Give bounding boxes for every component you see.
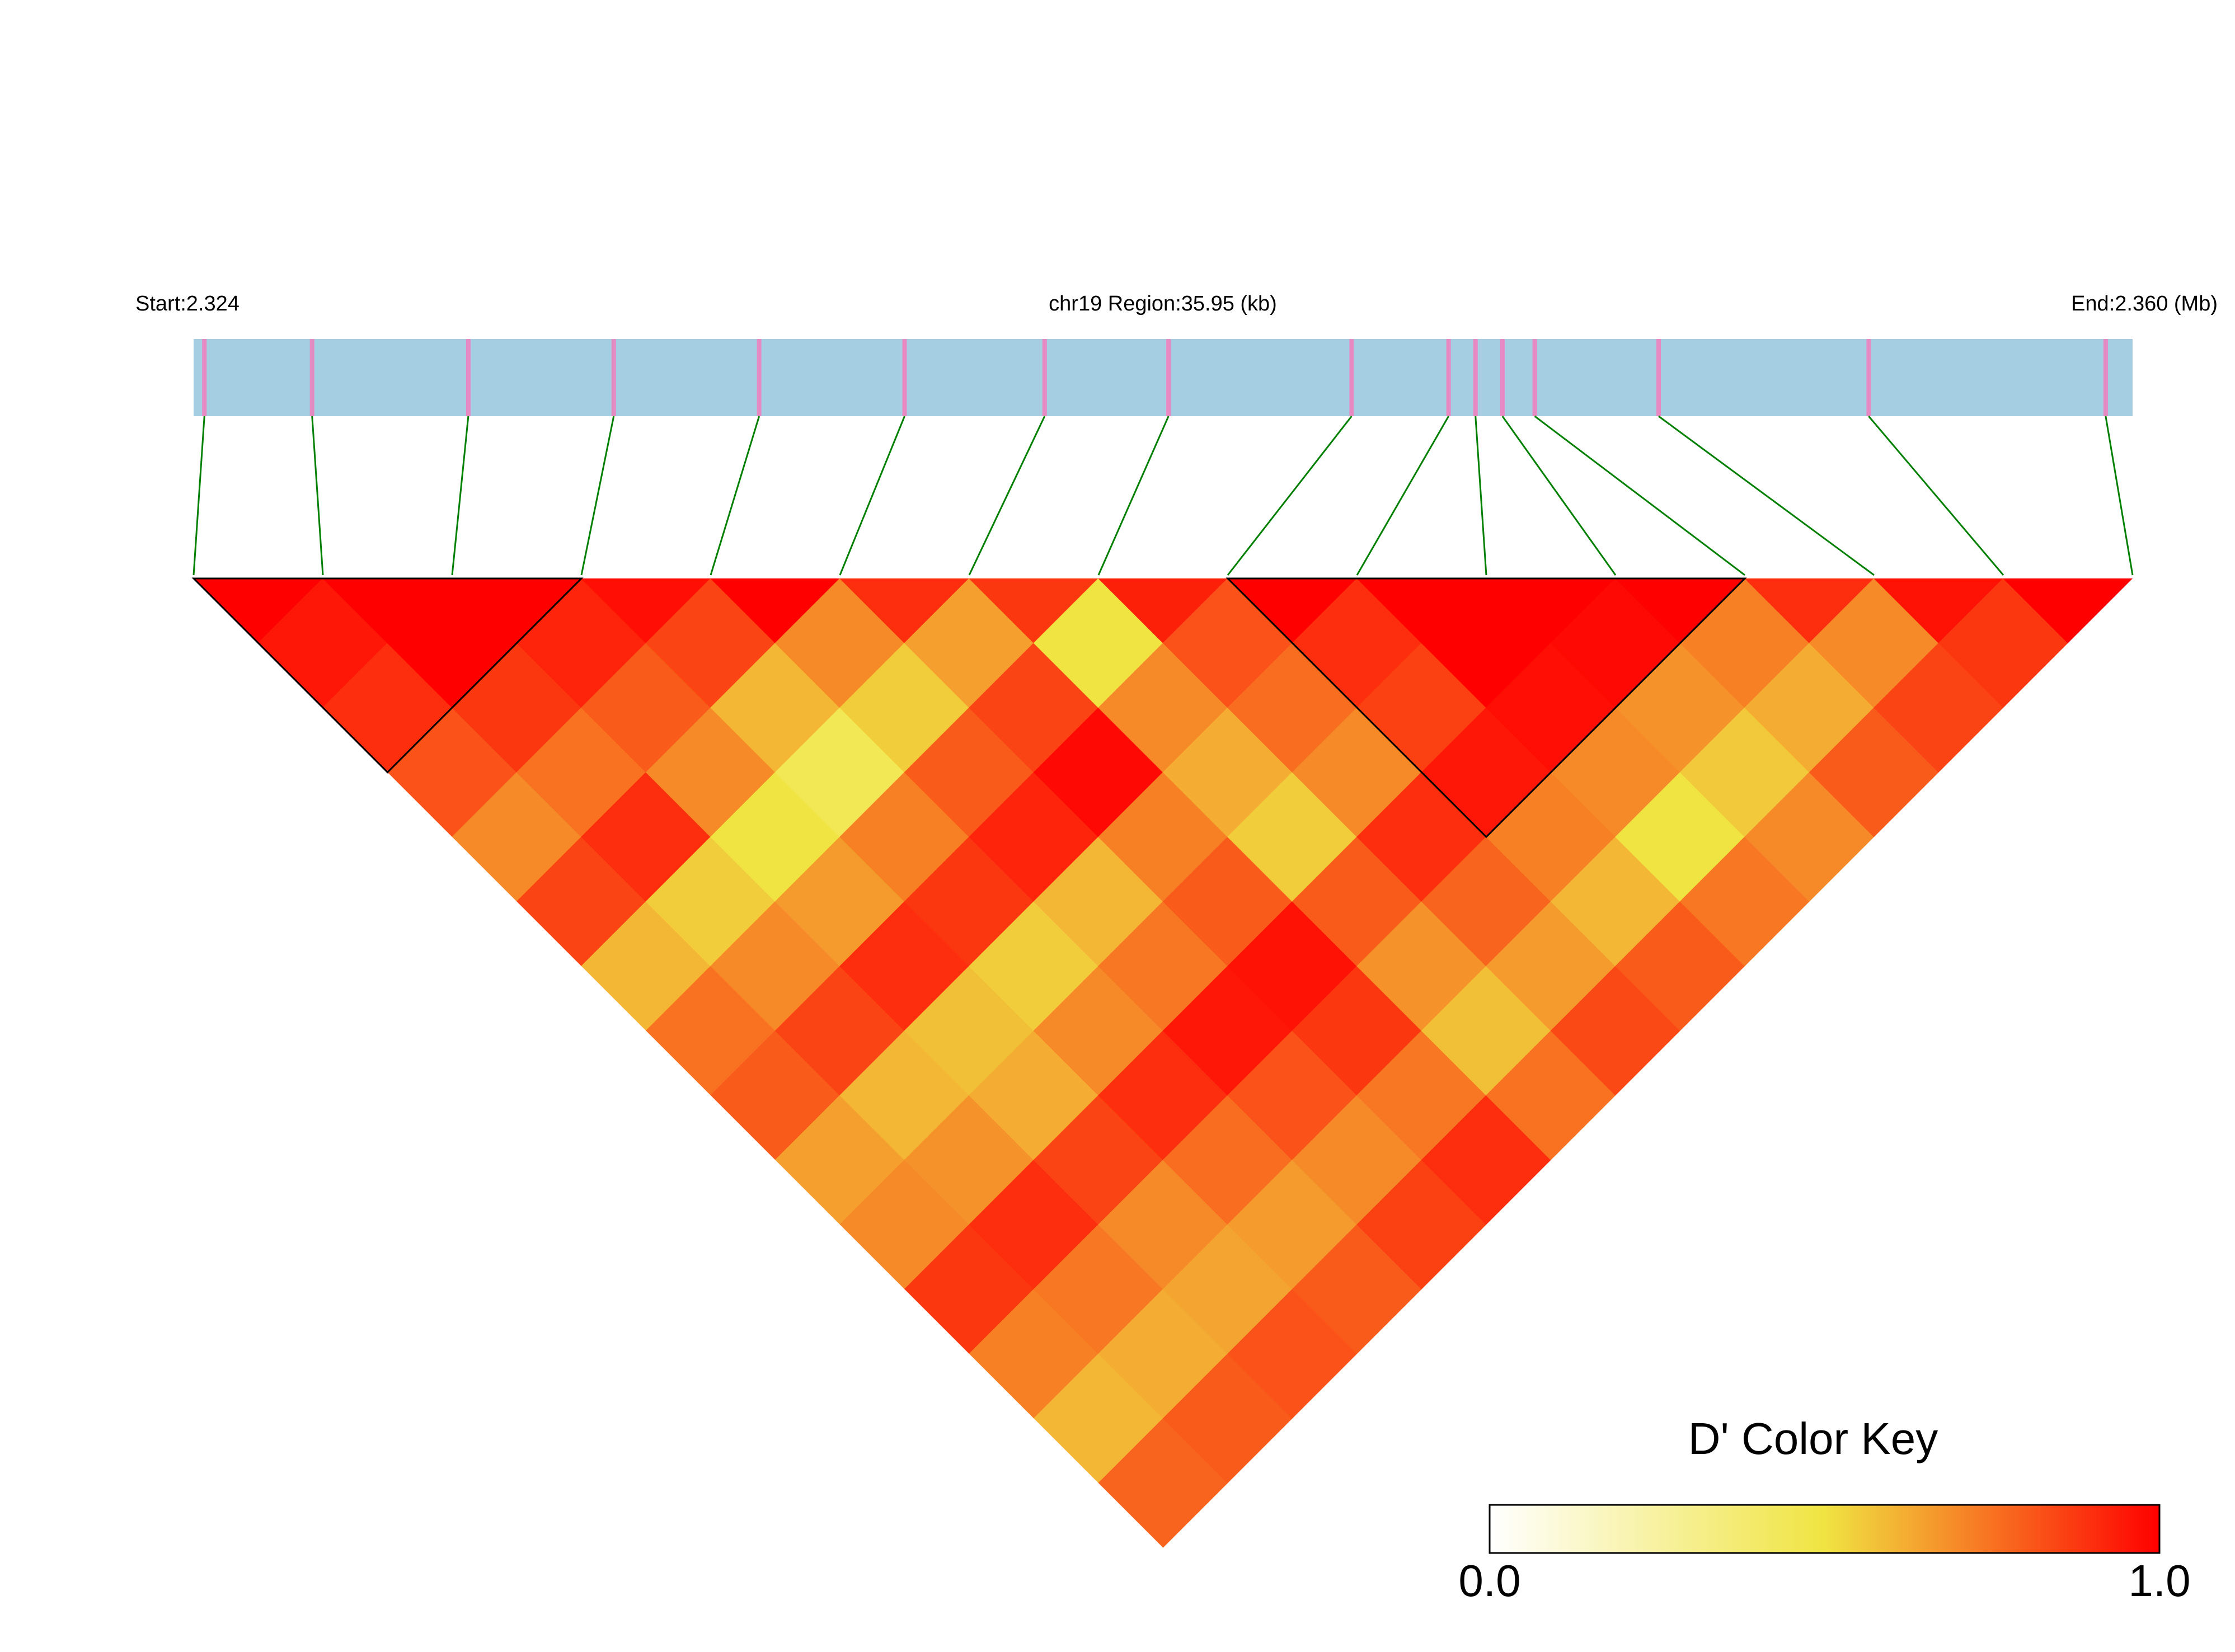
snp-connector bbox=[451, 416, 469, 576]
snp-track bbox=[194, 339, 2133, 416]
snp-marker bbox=[1349, 339, 1354, 416]
snp-marker bbox=[1866, 339, 1871, 416]
color-key bbox=[1489, 1504, 2161, 1554]
snp-connector bbox=[968, 416, 1046, 576]
start-label: Start:2.324 bbox=[135, 292, 240, 316]
ld-cell bbox=[2003, 578, 2133, 644]
snp-marker bbox=[1042, 339, 1047, 416]
snp-marker bbox=[202, 339, 207, 416]
snp-connector bbox=[192, 416, 205, 576]
key-tick-label: 0.0 bbox=[1458, 1556, 1520, 1606]
region-label: chr19 Region:35.95 (kb) bbox=[1049, 292, 1277, 316]
snp-connector bbox=[1868, 416, 2004, 576]
snp-marker bbox=[466, 339, 471, 416]
snp-connector bbox=[580, 416, 615, 576]
snp-marker bbox=[309, 339, 314, 416]
key-tick-label: 1.0 bbox=[2128, 1556, 2190, 1606]
snp-marker bbox=[611, 339, 616, 416]
snp-marker bbox=[2103, 339, 2108, 416]
snp-connector bbox=[839, 416, 905, 576]
snp-connector bbox=[311, 416, 324, 576]
end-label: End:2.360 (Mb) bbox=[2071, 292, 2218, 316]
snp-connector bbox=[1356, 416, 1449, 576]
haplotype-block bbox=[1226, 577, 1747, 839]
snp-connector bbox=[710, 416, 760, 576]
snp-marker bbox=[1500, 339, 1505, 416]
snp-connector bbox=[1227, 416, 1353, 576]
snp-connector bbox=[1658, 415, 1875, 576]
snp-connector bbox=[2105, 416, 2134, 576]
snp-connector bbox=[1097, 416, 1170, 576]
snp-connector bbox=[1475, 416, 1487, 576]
haplotype-block bbox=[191, 577, 584, 774]
legend-title: D' Color Key bbox=[1688, 1414, 1938, 1463]
snp-marker bbox=[1473, 339, 1478, 416]
snp-marker bbox=[757, 339, 762, 416]
snp-connector bbox=[1534, 415, 1745, 576]
snp-marker bbox=[1166, 339, 1171, 416]
snp-marker bbox=[902, 339, 907, 416]
snp-marker bbox=[1532, 339, 1537, 416]
snp-connector bbox=[1501, 416, 1617, 576]
snp-marker bbox=[1446, 339, 1451, 416]
snp-marker bbox=[1656, 339, 1661, 416]
